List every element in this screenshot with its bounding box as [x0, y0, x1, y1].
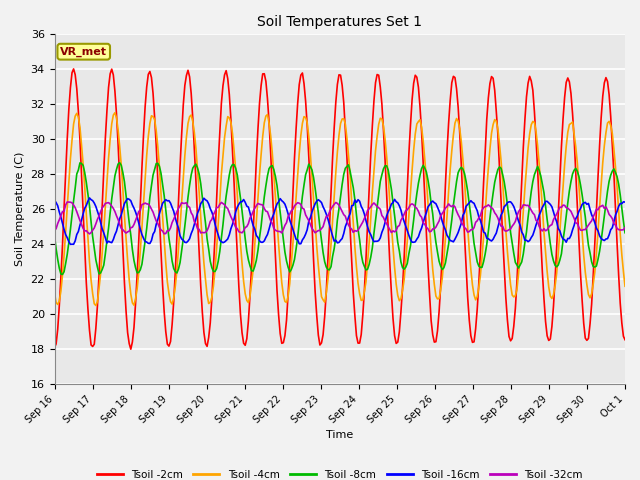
- Tsoil -32cm: [86, 231, 93, 237]
- Title: Soil Temperatures Set 1: Soil Temperatures Set 1: [257, 15, 422, 29]
- Tsoil -32cm: [124, 229, 131, 235]
- Tsoil -8cm: [59, 272, 67, 277]
- Tsoil -2cm: [127, 346, 134, 352]
- Tsoil -2cm: [593, 208, 600, 214]
- Text: VR_met: VR_met: [60, 47, 108, 57]
- Line: Tsoil -32cm: Tsoil -32cm: [54, 202, 625, 234]
- Tsoil -4cm: [303, 120, 311, 125]
- Tsoil -8cm: [224, 183, 232, 189]
- Tsoil -16cm: [86, 195, 93, 201]
- Tsoil -32cm: [593, 206, 600, 212]
- Tsoil -2cm: [51, 345, 58, 350]
- Tsoil -4cm: [243, 298, 251, 303]
- Line: Tsoil -8cm: Tsoil -8cm: [54, 163, 625, 275]
- Tsoil -16cm: [224, 236, 232, 242]
- Tsoil -16cm: [124, 196, 131, 202]
- Legend: Tsoil -2cm, Tsoil -4cm, Tsoil -8cm, Tsoil -16cm, Tsoil -32cm: Tsoil -2cm, Tsoil -4cm, Tsoil -8cm, Tsoi…: [93, 465, 587, 480]
- Tsoil -2cm: [70, 66, 77, 72]
- Tsoil -16cm: [253, 233, 260, 239]
- Y-axis label: Soil Temperature (C): Soil Temperature (C): [15, 152, 25, 266]
- Tsoil -8cm: [303, 167, 311, 173]
- Tsoil -32cm: [224, 206, 232, 212]
- Tsoil -32cm: [253, 203, 260, 209]
- Tsoil -2cm: [253, 157, 260, 163]
- Tsoil -8cm: [51, 233, 58, 239]
- Tsoil -4cm: [224, 114, 232, 120]
- Tsoil -4cm: [593, 251, 600, 256]
- Line: Tsoil -2cm: Tsoil -2cm: [54, 69, 625, 349]
- Tsoil -16cm: [621, 199, 629, 205]
- Tsoil -8cm: [124, 205, 131, 211]
- Tsoil -2cm: [122, 308, 130, 314]
- Tsoil -16cm: [243, 203, 251, 209]
- Tsoil -8cm: [621, 230, 629, 236]
- Tsoil -4cm: [92, 302, 100, 308]
- Line: Tsoil -16cm: Tsoil -16cm: [54, 198, 625, 244]
- Tsoil -2cm: [621, 337, 629, 343]
- Tsoil -4cm: [124, 257, 131, 263]
- Tsoil -32cm: [621, 225, 629, 230]
- Tsoil -32cm: [243, 224, 251, 229]
- Tsoil -2cm: [243, 336, 251, 342]
- Tsoil -32cm: [63, 199, 71, 205]
- Tsoil -2cm: [224, 76, 232, 82]
- Tsoil -16cm: [303, 227, 311, 233]
- Tsoil -16cm: [51, 197, 58, 203]
- Tsoil -32cm: [51, 228, 58, 233]
- Tsoil -4cm: [253, 219, 260, 225]
- Tsoil -8cm: [253, 257, 260, 263]
- Line: Tsoil -4cm: Tsoil -4cm: [54, 113, 625, 305]
- Tsoil -4cm: [621, 283, 629, 289]
- Tsoil -4cm: [51, 290, 58, 296]
- Tsoil -32cm: [303, 215, 311, 221]
- Tsoil -16cm: [67, 241, 74, 247]
- Tsoil -8cm: [243, 248, 251, 254]
- Tsoil -8cm: [593, 263, 600, 269]
- Tsoil -16cm: [593, 225, 600, 231]
- Tsoil -4cm: [111, 110, 119, 116]
- X-axis label: Time: Time: [326, 431, 353, 440]
- Tsoil -2cm: [303, 122, 311, 128]
- Tsoil -8cm: [116, 160, 124, 166]
